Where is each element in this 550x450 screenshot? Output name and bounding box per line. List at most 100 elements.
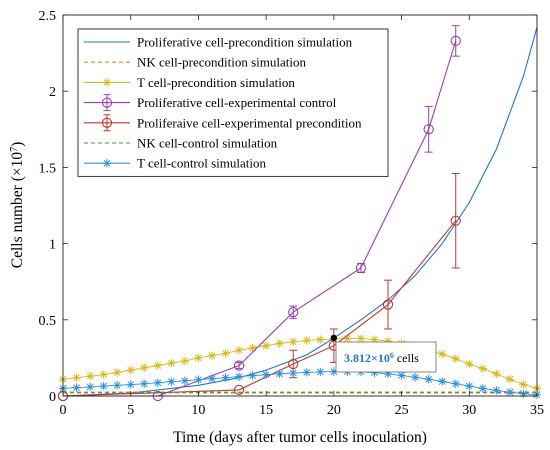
data-point xyxy=(438,377,447,386)
data-point xyxy=(465,359,474,369)
data-point xyxy=(492,386,501,395)
series-proliferaive-cell-experimental-precondition xyxy=(57,172,461,402)
data-point xyxy=(423,124,434,135)
axes: 0 5 10 15 20 25 30 35 0 0.5 1 1.5 2 2.5 xyxy=(39,9,545,418)
data-point xyxy=(505,375,515,384)
data-point xyxy=(207,374,217,383)
data-point xyxy=(478,364,488,373)
x-tick-label: 35 xyxy=(530,403,544,418)
data-point xyxy=(519,389,528,398)
data-point xyxy=(451,354,460,363)
y-axis-label: Cells number (×107) xyxy=(9,142,27,269)
annotation-text: 3.812×106 cells xyxy=(344,351,419,366)
y-tick-label: 2.5 xyxy=(39,9,57,24)
y-axis-label-exponent: 7 xyxy=(9,147,20,152)
data-point xyxy=(72,373,81,382)
legend-label: Proliferative cell-experimental control xyxy=(137,95,337,110)
annotation-base: 10 xyxy=(378,351,390,365)
data-point xyxy=(438,349,447,359)
data-point xyxy=(288,358,299,370)
legend-label: Proliferative cell-precondition simulati… xyxy=(137,35,353,50)
value-annotation: 3.812×106 cells xyxy=(330,334,437,373)
data-point xyxy=(194,375,203,384)
x-tick-label: 0 xyxy=(60,403,67,418)
x-tick-label: 10 xyxy=(191,403,205,418)
data-point xyxy=(519,380,528,389)
data-point xyxy=(112,381,122,390)
legend-label: NK cell-control simulation xyxy=(137,136,278,151)
y-tick-label: 0 xyxy=(49,390,56,405)
legend-entry: Proliferative cell-experimental control xyxy=(84,94,337,112)
data-point xyxy=(99,370,108,379)
y-axis-label-close: ) xyxy=(9,142,26,147)
legend-label: T cell-control simulation xyxy=(137,156,267,171)
data-point xyxy=(126,365,135,375)
data-point xyxy=(316,335,325,344)
x-axis-label: Time (days after tumor cells inoculation… xyxy=(173,429,427,446)
data-point xyxy=(383,336,393,346)
data-point xyxy=(221,349,230,358)
legend-marker xyxy=(101,117,113,128)
data-point xyxy=(140,379,149,389)
data-point xyxy=(261,370,271,379)
data-point xyxy=(140,363,149,373)
data-point xyxy=(275,369,284,378)
data-point xyxy=(450,215,461,226)
data-point xyxy=(153,378,162,387)
data-point xyxy=(465,381,474,391)
legend-entry: Proliferative cell-precondition simulati… xyxy=(84,35,353,50)
data-point xyxy=(99,381,108,391)
annotation-point xyxy=(330,334,338,342)
x-tick-label: 30 xyxy=(462,403,476,418)
data-point xyxy=(316,367,325,377)
data-point xyxy=(451,379,460,389)
data-point xyxy=(302,336,311,345)
legend-marker xyxy=(102,159,112,168)
data-point xyxy=(233,360,245,371)
data-point xyxy=(450,35,461,47)
data-point xyxy=(167,359,176,368)
data-point xyxy=(343,334,352,343)
data-point xyxy=(492,369,501,379)
data-point xyxy=(126,380,135,389)
data-point xyxy=(234,372,244,381)
legend-entry: T cell-control simulation xyxy=(84,156,267,171)
legend-label: Proliferaive cell-experimental precondit… xyxy=(137,115,362,130)
data-point xyxy=(329,367,339,376)
data-point xyxy=(275,339,284,348)
y-tick-label: 0.5 xyxy=(39,314,57,329)
data-point xyxy=(382,299,394,310)
data-point xyxy=(478,384,488,393)
legend-entry: Proliferaive cell-experimental precondit… xyxy=(84,114,362,132)
data-point xyxy=(207,351,217,360)
data-point xyxy=(180,356,190,366)
data-point xyxy=(356,334,366,343)
data-point xyxy=(424,375,433,384)
data-point xyxy=(112,368,122,377)
data-point xyxy=(289,368,298,378)
data-point xyxy=(370,368,379,377)
data-point xyxy=(248,371,257,380)
legend-label: T cell-precondition simulation xyxy=(137,75,295,90)
data-point xyxy=(505,387,515,397)
x-tick-label: 15 xyxy=(259,403,273,418)
data-point xyxy=(397,371,406,380)
data-point xyxy=(289,337,298,347)
data-point xyxy=(85,371,95,381)
data-point xyxy=(288,307,299,318)
data-point xyxy=(180,376,190,385)
legend-label: NK cell-precondition simulation xyxy=(137,55,306,70)
legend-entry: T cell-precondition simulation xyxy=(84,75,295,90)
plot-frame xyxy=(62,14,538,397)
legend-entry: NK cell-precondition simulation xyxy=(84,55,306,70)
data-point xyxy=(194,353,203,363)
annotation-value: 3.812 xyxy=(344,351,371,365)
legend-entry: NK cell-control simulation xyxy=(84,136,278,151)
data-point xyxy=(85,382,95,392)
data-point xyxy=(410,373,420,382)
legend-marker xyxy=(101,97,113,108)
data-point xyxy=(233,384,245,396)
data-point xyxy=(261,341,271,350)
x-tick-label: 25 xyxy=(395,403,409,418)
